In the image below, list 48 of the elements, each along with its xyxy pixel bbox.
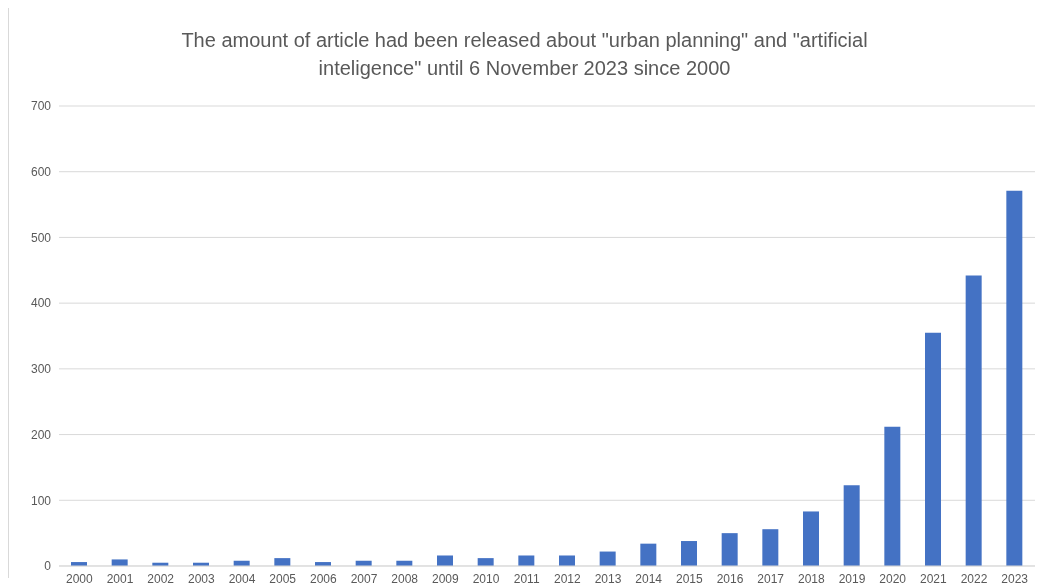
x-tick-label: 2017 [757, 571, 785, 586]
bar [599, 551, 616, 566]
bar [925, 332, 941, 566]
x-tick-label: 2011 [513, 571, 540, 586]
x-tick-label: 2005 [269, 571, 297, 586]
x-tick-label: 2015 [675, 571, 703, 586]
bar [843, 485, 860, 566]
x-tick-label: 2014 [635, 571, 663, 586]
y-tick-label: 200 [30, 427, 52, 442]
y-tick-label: 400 [30, 296, 52, 311]
bar [762, 529, 779, 566]
x-tick-label: 2012 [553, 571, 581, 586]
bar [803, 511, 819, 566]
y-tick-label: 600 [30, 164, 52, 179]
y-tick-label: 700 [30, 99, 52, 114]
bar [111, 559, 128, 566]
x-tick-label: 2004 [228, 571, 256, 586]
x-tick-label: 2002 [147, 571, 175, 586]
x-tick-label: 2019 [838, 571, 866, 586]
bar [884, 426, 901, 566]
x-tick-label: 2018 [797, 571, 825, 586]
chart-title: The amount of article had been released about "urban planning" and "artificial inteligence" until 6 November 2023 since 2000 [180, 28, 869, 81]
bar [721, 533, 738, 566]
bar [965, 275, 982, 566]
x-tick-label: 2008 [391, 571, 419, 586]
y-tick-label: 100 [30, 493, 52, 508]
x-tick-label: 2023 [1001, 571, 1029, 586]
bar [518, 555, 535, 566]
x-tick-label: 2006 [309, 571, 337, 586]
x-tick-label: 2016 [716, 571, 744, 586]
x-tick-label: 2009 [431, 571, 459, 586]
x-tick-label: 2003 [187, 571, 215, 586]
bar [681, 541, 697, 566]
y-tick-label: 300 [30, 362, 52, 377]
x-tick-label: 2013 [594, 571, 622, 586]
bar [1006, 190, 1023, 566]
bar [640, 543, 657, 566]
x-tick-label: 2021 [919, 571, 947, 586]
y-tick-label: 500 [30, 230, 52, 245]
x-tick-label: 2000 [65, 571, 93, 586]
bar [559, 555, 575, 566]
x-tick-label: 2007 [350, 571, 378, 586]
x-tick-label: 2001 [106, 571, 134, 586]
x-tick-label: 2022 [960, 571, 988, 586]
y-tick-label: 0 [44, 559, 52, 574]
x-tick-label: 2020 [879, 571, 907, 586]
x-tick-label: 2010 [472, 571, 500, 586]
bar [437, 555, 453, 566]
